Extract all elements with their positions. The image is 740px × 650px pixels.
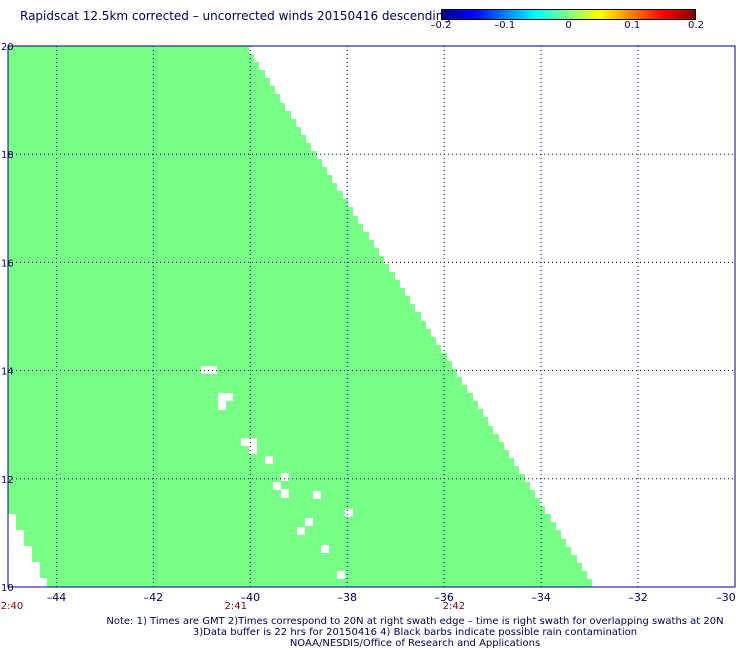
plot-frame	[7, 45, 736, 588]
longitude-label: –30	[716, 591, 736, 604]
longitude-label: –40	[241, 591, 261, 604]
color-scale-tick-label: 0.2	[688, 20, 704, 31]
swath-time-label: 2:41	[224, 601, 248, 612]
color-scale-tick-label: 0.1	[624, 20, 641, 31]
latitude-label: 14	[1, 367, 14, 378]
color-scale-tick-label: –0.2	[430, 20, 452, 31]
swath-area	[8, 46, 603, 587]
swath-time-label: 2:42	[442, 601, 466, 612]
data-gap-cell	[249, 446, 257, 454]
data-gap-cell	[218, 393, 233, 401]
map-title: Rapidscat 12.5km corrected – uncorrected…	[20, 9, 451, 23]
latitude-label: 16	[1, 258, 14, 269]
longitude-label: –34	[531, 591, 551, 604]
data-gap-cell	[297, 527, 305, 535]
note-line-1: Note: 1) Times are GMT 2)Times correspon…	[106, 616, 724, 627]
latitude-label: 12	[1, 475, 14, 486]
note-line-3: NOAA/NESDIS/Office of Research and Appli…	[289, 638, 541, 649]
swath-coverage	[8, 46, 603, 587]
color-scale-tick-label: 0	[565, 20, 572, 31]
data-gaps	[201, 366, 353, 579]
longitude-labels: –44 –42 –40 –38 –36 –34 –32 –30	[47, 591, 736, 604]
longitude-label: –44	[47, 591, 67, 604]
latitude-label: 20	[1, 42, 14, 53]
longitude-label: –32	[628, 591, 648, 604]
data-gap-cell	[201, 366, 217, 374]
data-gap-cell	[265, 456, 273, 464]
color-scale-bar	[441, 9, 696, 20]
longitude-label: –36	[434, 591, 454, 604]
data-gap-cell	[337, 571, 345, 579]
data-gap-cell	[313, 491, 321, 499]
latitude-label: 10	[1, 583, 14, 594]
latitude-labels: 10 12 14 16 18 20	[1, 42, 14, 594]
data-gap-cell	[345, 509, 353, 517]
swath-time-label: 2:40	[0, 601, 24, 612]
data-gap-cell	[281, 473, 289, 481]
data-gap-cell	[321, 545, 329, 553]
longitude-label: –38	[338, 591, 358, 604]
longitude-label: –42	[144, 591, 164, 604]
data-gap-cell	[281, 489, 289, 498]
color-scale-tick-label: –0.1	[494, 20, 516, 31]
data-gap-cell	[305, 518, 313, 526]
data-gap-cell	[218, 401, 226, 410]
latitude-label: 18	[1, 150, 14, 161]
data-gap-cell	[273, 482, 281, 490]
data-gap-cell	[241, 438, 257, 446]
note-line-2: 3)Data buffer is 22 hrs for 20150416 4) …	[192, 627, 638, 638]
